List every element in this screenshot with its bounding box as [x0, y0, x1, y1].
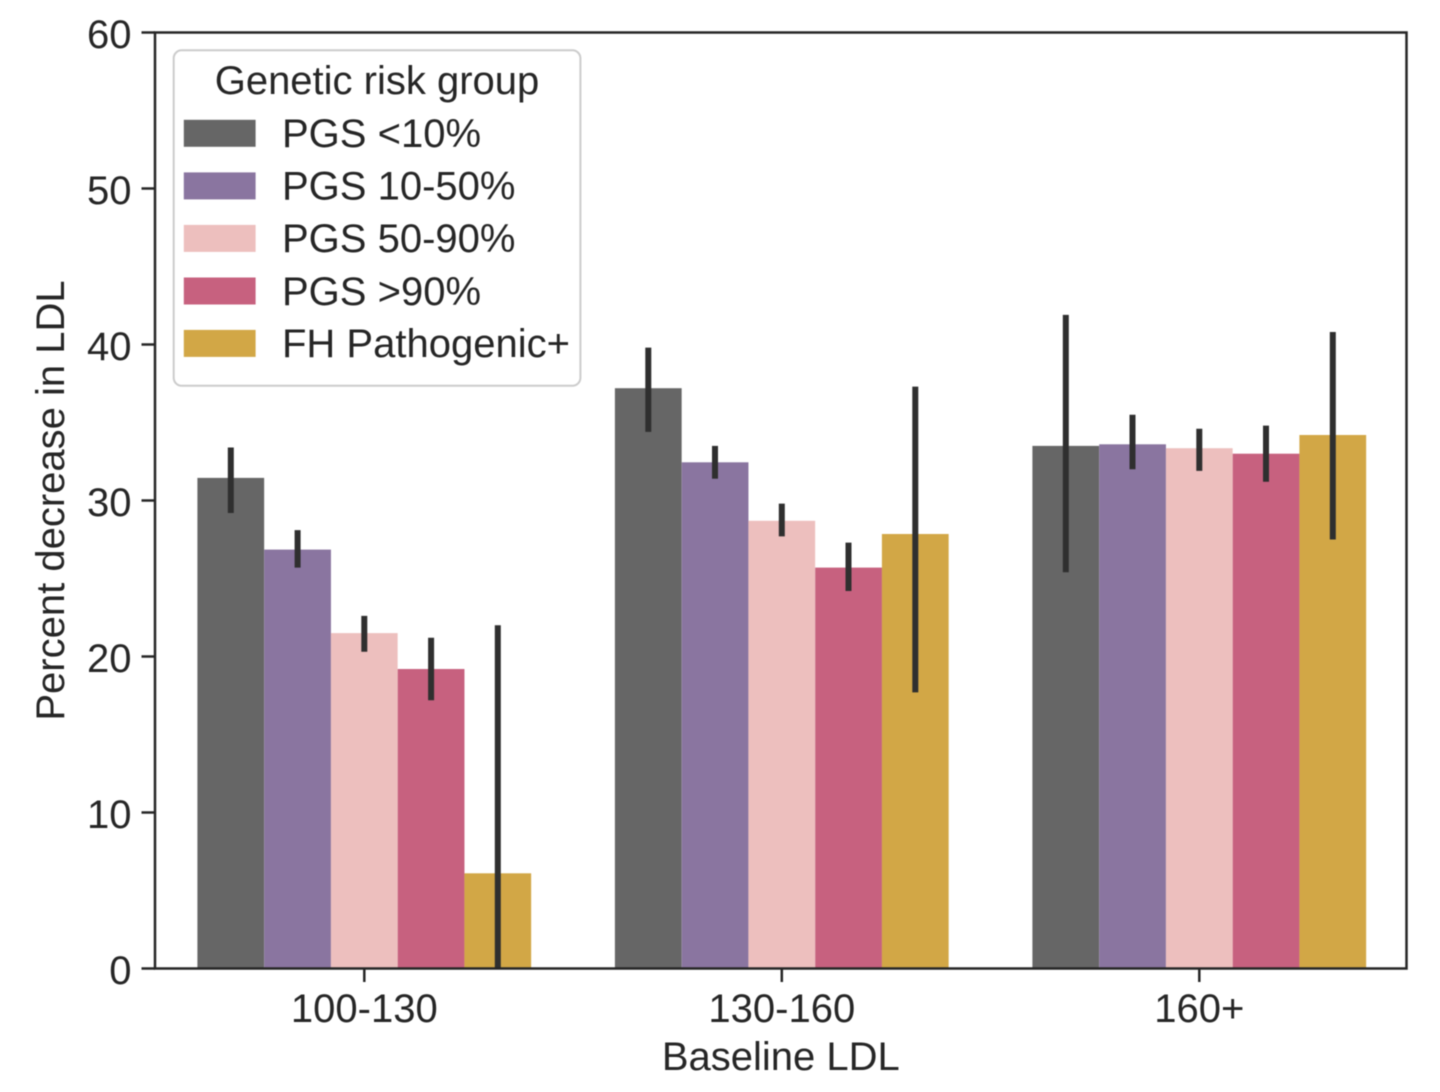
svg-text:Genetic risk group: Genetic risk group [215, 59, 540, 103]
svg-text:Percent decrease in LDL: Percent decrease in LDL [29, 280, 73, 720]
svg-text:130-160: 130-160 [708, 987, 855, 1031]
svg-text:0: 0 [109, 949, 131, 993]
svg-text:Baseline LDL: Baseline LDL [662, 1035, 900, 1079]
svg-text:160+: 160+ [1154, 987, 1244, 1031]
svg-text:20: 20 [87, 637, 132, 681]
svg-text:30: 30 [87, 481, 132, 525]
svg-text:50: 50 [87, 169, 132, 213]
svg-text:FH Pathogenic+: FH Pathogenic+ [282, 322, 570, 366]
svg-text:60: 60 [87, 13, 132, 57]
svg-text:100-130: 100-130 [291, 987, 438, 1031]
svg-text:40: 40 [87, 325, 132, 369]
svg-text:PGS >90%: PGS >90% [282, 270, 481, 314]
svg-text:PGS 50-90%: PGS 50-90% [282, 217, 515, 261]
svg-text:PGS <10%: PGS <10% [282, 112, 481, 156]
svg-text:10: 10 [87, 793, 132, 837]
svg-text:PGS 10-50%: PGS 10-50% [282, 165, 515, 209]
